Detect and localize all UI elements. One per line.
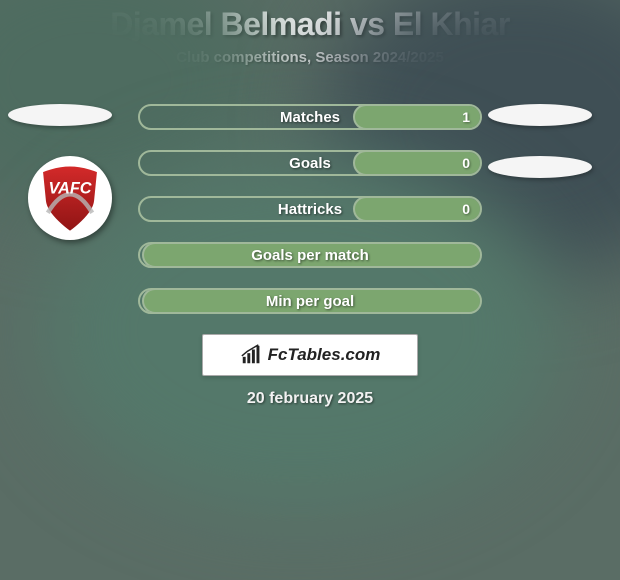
date-label: 20 february 2025 xyxy=(0,390,620,408)
stat-fill: 0 xyxy=(353,196,482,222)
stat-value: 0 xyxy=(462,155,470,171)
bars-icon xyxy=(240,344,262,366)
stat-fill xyxy=(142,242,482,268)
player-placeholder-ellipse xyxy=(488,156,592,178)
stat-row: Goals per match xyxy=(138,242,482,268)
stat-value: 0 xyxy=(462,201,470,217)
stat-fill: 0 xyxy=(353,150,482,176)
stat-fill xyxy=(142,288,482,314)
stat-fill: 1 xyxy=(353,104,482,130)
stat-row: 0Goals xyxy=(138,150,482,176)
page-title: Djamel Belmadi vs El Khiar xyxy=(0,0,620,43)
subtitle: Club competitions, Season 2024/2025 xyxy=(0,49,620,66)
stat-row: Min per goal xyxy=(138,288,482,314)
club-badge-vafc: VAFC xyxy=(28,156,112,240)
watermark-box: FcTables.com xyxy=(202,334,418,376)
stat-row: 1Matches xyxy=(138,104,482,130)
svg-text:VAFC: VAFC xyxy=(48,180,91,198)
content: VAFC 1Matches 0Goals 0Hattricks Goals per m… xyxy=(0,104,620,408)
watermark-text: FcTables.com xyxy=(268,345,381,365)
player-placeholder-ellipse xyxy=(8,104,112,126)
player-placeholder-ellipse xyxy=(488,104,592,126)
stat-row: 0Hattricks xyxy=(138,196,482,222)
comparison-infographic: Djamel Belmadi vs El Khiar Club competit… xyxy=(0,0,620,580)
stat-value: 1 xyxy=(462,109,470,125)
